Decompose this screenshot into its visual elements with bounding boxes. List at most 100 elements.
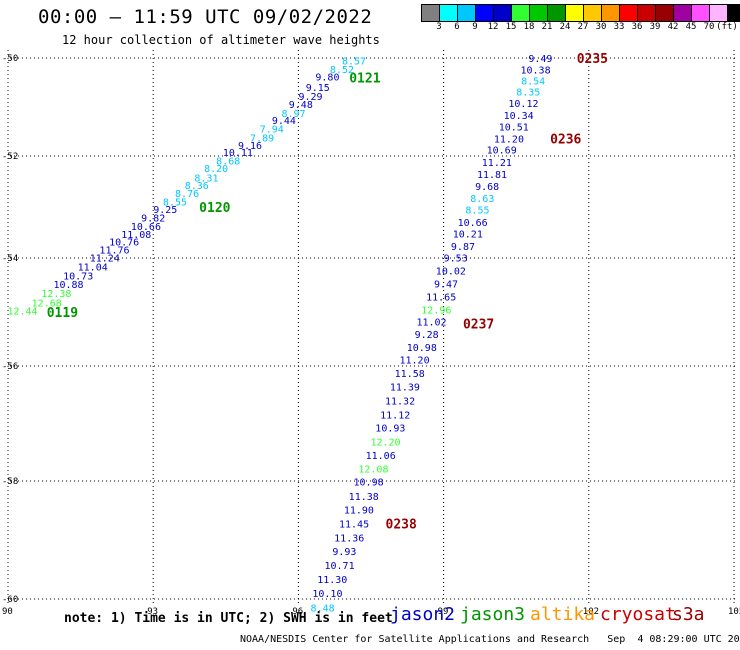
jason2-wave-height: 8.48 bbox=[311, 604, 335, 615]
jason3-wave-height: 8.68 bbox=[216, 157, 240, 168]
jason2-wave-height: 11.21 bbox=[482, 158, 512, 169]
jason2-wave-height: 10.21 bbox=[453, 230, 483, 241]
color-swatch-10 bbox=[602, 5, 620, 21]
jason2-wave-height: 10.98 bbox=[407, 343, 437, 354]
jason2-wave-height: 9.28 bbox=[415, 330, 439, 341]
jason2-wave-height: 11.12 bbox=[380, 410, 410, 421]
color-swatch-5 bbox=[512, 5, 530, 21]
jason3-wave-height: 10.73 bbox=[63, 271, 93, 282]
jason3-wave-height: 11.24 bbox=[90, 253, 120, 264]
footer-credit: NOAA/NESDIS Center for Satellite Applica… bbox=[240, 634, 740, 645]
x-tick-label: 96 bbox=[292, 607, 303, 617]
jason2-wave-height: 10.38 bbox=[521, 65, 551, 76]
color-scale-label: 15 bbox=[505, 22, 517, 32]
color-scale-label: 12 bbox=[487, 22, 499, 32]
x-tick-label: 93 bbox=[147, 607, 158, 617]
color-scale-label: 21 bbox=[541, 22, 553, 32]
jason2-wave-height: 10.69 bbox=[487, 146, 517, 157]
jason3-wave-height: 7.94 bbox=[260, 125, 284, 136]
jason3-wave-height: 8.97 bbox=[282, 109, 306, 120]
jason2-wave-height: 10.51 bbox=[499, 123, 529, 134]
color-scale-label: 33 bbox=[613, 22, 625, 32]
jason2-time-label: 0236 bbox=[550, 132, 581, 147]
jason2-wave-height: 11.39 bbox=[390, 383, 420, 394]
jason2-wave-height: 11.06 bbox=[366, 451, 396, 462]
jason2-wave-height: 11.20 bbox=[400, 356, 430, 367]
jason2-wave-height: 9.47 bbox=[434, 279, 458, 290]
jason2-wave-height: 12.20 bbox=[370, 437, 400, 448]
jason2-wave-height: 11.36 bbox=[334, 534, 364, 545]
jason2-wave-height: 10.71 bbox=[324, 561, 354, 572]
satellite-legend-cryosat: cryosat bbox=[600, 604, 676, 625]
color-swatch-11 bbox=[620, 5, 638, 21]
color-scale-label: 45 bbox=[685, 22, 697, 32]
x-tick-label: 102 bbox=[583, 607, 599, 617]
jason2-wave-height: 11.30 bbox=[317, 575, 347, 586]
color-swatch-12 bbox=[638, 5, 656, 21]
satellite-legend-jason2: jason2 bbox=[390, 604, 456, 625]
color-scale-label: (ft) bbox=[716, 22, 738, 32]
color-swatch-3 bbox=[476, 5, 494, 21]
jason3-wave-height: 12.68 bbox=[32, 298, 62, 309]
jason3-time-label: 0119 bbox=[47, 306, 78, 321]
jason2-wave-height: 11.65 bbox=[426, 292, 456, 303]
jason3-wave-height: 8.57 bbox=[342, 56, 366, 67]
jason2-wave-height: 10.10 bbox=[312, 589, 342, 600]
jason3-wave-height: 8.52 bbox=[330, 65, 354, 76]
jason3-time-label: 0121 bbox=[349, 72, 380, 87]
color-scale-label: 24 bbox=[559, 22, 571, 32]
jason2-wave-height: 12.08 bbox=[358, 464, 388, 475]
jason2-wave-height: 10.93 bbox=[375, 424, 405, 435]
jason3-wave-height: 10.76 bbox=[109, 238, 139, 249]
jason2-wave-height: 8.35 bbox=[516, 87, 540, 98]
jason2-wave-height: 11.02 bbox=[416, 318, 446, 329]
color-scale-label: 30 bbox=[595, 22, 607, 32]
jason2-wave-height: 11.81 bbox=[477, 170, 507, 181]
jason3-time-label: 0120 bbox=[199, 201, 230, 216]
x-tick-label: 99 bbox=[438, 607, 449, 617]
jason3-wave-height: 10.11 bbox=[223, 148, 253, 159]
color-swatch-1 bbox=[440, 5, 458, 21]
x-tick-label: 105 bbox=[728, 607, 740, 617]
jason2-wave-height: 8.55 bbox=[465, 206, 489, 217]
jason2-wave-height: 9.87 bbox=[451, 242, 475, 253]
color-swatch-13 bbox=[656, 5, 674, 21]
color-swatch-16 bbox=[710, 5, 728, 21]
page-title: 00:00 — 11:59 UTC 09/02/2022 bbox=[38, 6, 373, 28]
jason3-wave-height: 7.89 bbox=[250, 133, 274, 144]
color-scale-label: 27 bbox=[577, 22, 589, 32]
jason2-wave-height: 9.49 bbox=[528, 54, 552, 65]
jason3-wave-height: 9.15 bbox=[306, 83, 330, 94]
color-swatch-15 bbox=[692, 5, 710, 21]
satellite-legend-s3a: s3a bbox=[672, 604, 705, 625]
y-tick-label: -56 bbox=[2, 362, 18, 372]
jason3-wave-height: 9.16 bbox=[238, 141, 262, 152]
jason2-wave-height: 9.53 bbox=[444, 253, 468, 264]
jason2-wave-height: 10.98 bbox=[354, 478, 384, 489]
jason3-wave-height: 9.82 bbox=[141, 214, 165, 225]
satellite-legend-altika: altika bbox=[530, 604, 596, 625]
satellite-legend-jason3: jason3 bbox=[460, 604, 526, 625]
jason2-wave-height: 10.12 bbox=[508, 99, 538, 110]
color-swatch-14 bbox=[674, 5, 692, 21]
jason3-wave-height: 8.36 bbox=[185, 181, 209, 192]
x-tick-label: 90 bbox=[2, 607, 13, 617]
y-tick-label: -60 bbox=[2, 595, 18, 605]
jason2-wave-height: 10.02 bbox=[436, 266, 466, 277]
jason3-wave-height: 12.44 bbox=[7, 306, 37, 317]
jason2-wave-height: 9.68 bbox=[475, 182, 499, 193]
color-swatch-7 bbox=[548, 5, 566, 21]
y-tick-label: -50 bbox=[2, 54, 18, 64]
color-swatch-8 bbox=[566, 5, 584, 21]
jason3-wave-height: 9.80 bbox=[315, 73, 339, 84]
jason3-wave-height: 12.38 bbox=[41, 289, 71, 300]
y-tick-label: -54 bbox=[2, 254, 18, 264]
jason3-wave-height: 11.76 bbox=[99, 245, 129, 256]
y-tick-label: -52 bbox=[2, 152, 18, 162]
jason2-wave-height: 10.34 bbox=[504, 111, 534, 122]
jason2-wave-height: 8.63 bbox=[470, 194, 494, 205]
color-swatch-2 bbox=[458, 5, 476, 21]
jason2-wave-height: 8.54 bbox=[521, 77, 545, 88]
jason2-wave-height: 11.45 bbox=[339, 519, 369, 530]
